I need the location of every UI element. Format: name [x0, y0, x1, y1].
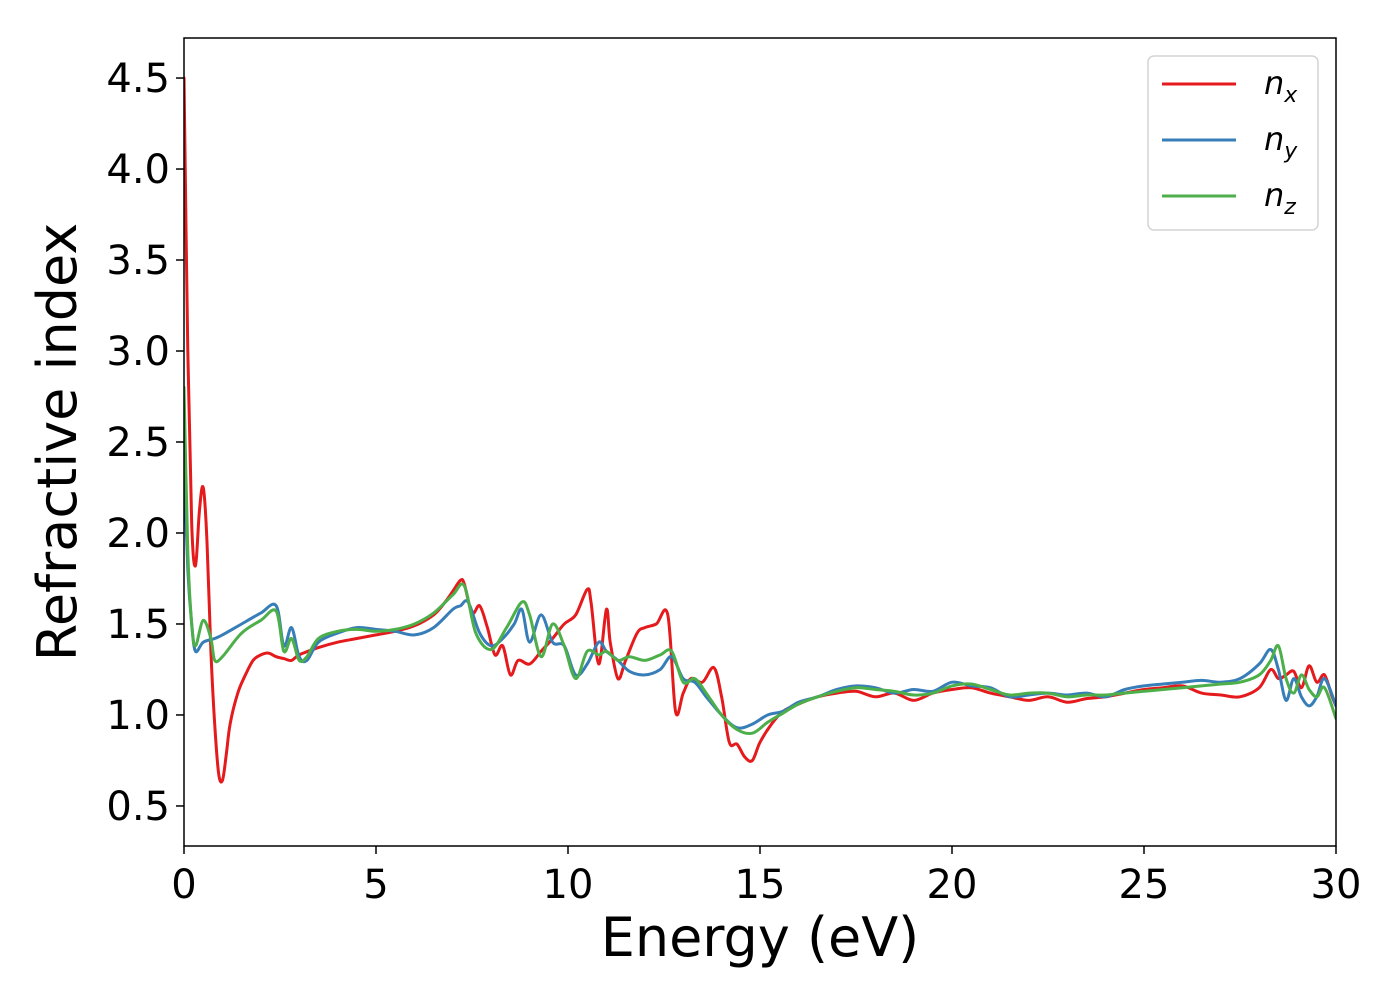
- y-tick-label: 3.5: [106, 238, 170, 284]
- legend-label-nz: nz: [1264, 176, 1296, 220]
- y-tick-label: 2.0: [106, 511, 170, 557]
- x-tick-label: 15: [735, 862, 786, 908]
- legend-label-base: n: [1264, 64, 1284, 102]
- y-tick-label: 4.0: [106, 147, 170, 193]
- y-tick-label: 4.5: [106, 56, 170, 102]
- legend-label-subscript: z: [1283, 195, 1296, 220]
- x-tick-label: 30: [1311, 862, 1362, 908]
- legend-label-base: n: [1264, 120, 1284, 158]
- legend-label-nx: nx: [1264, 64, 1298, 108]
- x-tick-label: 10: [543, 862, 594, 908]
- legend-label-subscript: y: [1283, 139, 1298, 164]
- x-axis-title: Energy (eV): [601, 906, 920, 969]
- x-tick-label: 0: [171, 862, 196, 908]
- x-tick-label: 5: [363, 862, 388, 908]
- y-tick-label: 1.0: [106, 693, 170, 739]
- y-axis-title: Refractive index: [26, 223, 89, 662]
- x-tick-label: 20: [927, 862, 978, 908]
- y-tick-label: 0.5: [106, 784, 170, 830]
- ticks-layer: 0 5 10 15 20 25 30 0.5 1.0 1.5 2.0 2.5 3.0 3.5 4.0 4.5: [106, 56, 1361, 908]
- legend-label-base: n: [1264, 176, 1284, 214]
- series-line-nz: [184, 385, 1336, 736]
- series-layer: [184, 76, 1336, 784]
- legend-label-subscript: x: [1283, 83, 1298, 108]
- legend-label-ny: ny: [1264, 120, 1298, 164]
- y-tick-label: 2.5: [106, 420, 170, 466]
- legend-box: [1147, 55, 1319, 231]
- y-tick-label: 3.0: [106, 329, 170, 375]
- x-tick-label: 25: [1119, 862, 1170, 908]
- y-tick-label: 1.5: [106, 602, 170, 648]
